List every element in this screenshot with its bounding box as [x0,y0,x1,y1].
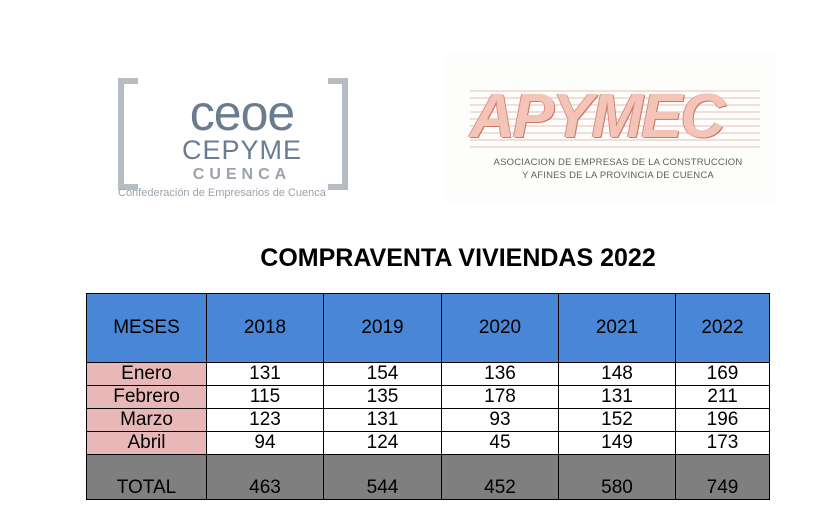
month-cell: Marzo [86,408,207,432]
header-2022: 2022 [675,293,770,363]
value-cell: 196 [675,408,770,432]
logo-right-bracket [328,78,348,190]
value-cell: 45 [441,431,559,455]
ceoe-wordmark: ceoe [189,85,295,141]
cepyme-wordmark: CEPYME [181,135,303,165]
value-cell: 136 [441,362,559,386]
total-cell: 452 [441,454,559,500]
apymec-subtitle-line2: Y AFINES DE LA PROVINCIA DE CUENCA [522,170,714,181]
value-cell: 169 [675,362,770,386]
header-meses: MESES [86,293,207,363]
apymec-wordmark: APYMEC [470,86,760,148]
value-cell: 211 [675,385,770,409]
logo-left-bracket [118,78,138,190]
value-cell: 123 [206,408,324,432]
value-cell: 93 [441,408,559,432]
value-cell: 124 [323,431,442,455]
table-row: Marzo 123 131 93 152 196 [86,408,770,432]
header-2019: 2019 [323,293,442,363]
table-header-row: MESES 2018 2019 2020 2021 2022 [86,293,770,363]
ceoe-cepyme-logo: ceoe CEPYME CUENCA Confederación de Empr… [118,78,354,206]
value-cell: 131 [558,385,676,409]
header-2020: 2020 [441,293,559,363]
header-2021: 2021 [558,293,676,363]
total-label: TOTAL [86,454,207,500]
apymec-logo: APYMEC ASOCIACION DE EMPRESAS DE LA CONS… [444,52,776,202]
month-cell: Abril [86,431,207,455]
sales-table: MESES 2018 2019 2020 2021 2022 Enero 131… [86,293,770,500]
cuenca-wordmark: CUENCA [192,166,292,183]
value-cell: 154 [323,362,442,386]
total-cell: 580 [558,454,676,500]
page-title: COMPRAVENTA VIVIENDAS 2022 [260,244,656,272]
table-row: Enero 131 154 136 148 169 [86,362,770,386]
table-row: Abril 94 124 45 149 173 [86,431,770,455]
value-cell: 131 [206,362,324,386]
value-cell: 135 [323,385,442,409]
total-cell: 463 [206,454,324,500]
month-cell: Enero [86,362,207,386]
value-cell: 148 [558,362,676,386]
value-cell: 152 [558,408,676,432]
ceoe-tagline: Confederación de Empresarios de Cuenca [118,187,326,199]
value-cell: 173 [675,431,770,455]
total-cell: 544 [323,454,442,500]
table-row: Febrero 115 135 178 131 211 [86,385,770,409]
value-cell: 149 [558,431,676,455]
header-2018: 2018 [206,293,324,363]
apymec-subtitle: ASOCIACION DE EMPRESAS DE LA CONSTRUCCIO… [468,156,768,182]
apymec-subtitle-line1: ASOCIACION DE EMPRESAS DE LA CONSTRUCCIO… [493,157,743,168]
value-cell: 94 [206,431,324,455]
total-cell: 749 [675,454,770,500]
value-cell: 178 [441,385,559,409]
month-cell: Febrero [86,385,207,409]
value-cell: 131 [323,408,442,432]
total-row: TOTAL 463 544 452 580 749 [86,454,770,500]
value-cell: 115 [206,385,324,409]
